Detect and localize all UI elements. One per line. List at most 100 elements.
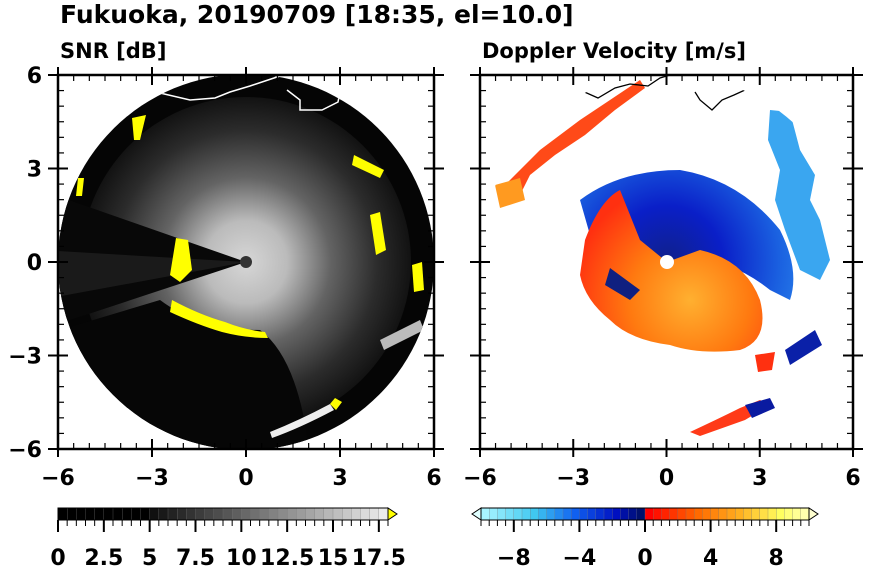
doppler-colorbar-cell xyxy=(620,507,630,521)
doppler-colorbar-cell xyxy=(751,507,761,521)
snr-colorbar-tick-label: 5 xyxy=(142,546,157,570)
snr-colorbar-cell xyxy=(112,507,123,521)
snr-colorbar-cell xyxy=(140,507,151,521)
doppler-colorbar-cell xyxy=(735,507,744,521)
snr-colorbar-cell xyxy=(103,507,114,521)
doppler-colorbar-over-triangle xyxy=(808,507,819,521)
snr-y-tick-label: −6 xyxy=(8,438,42,463)
snr-x-tick-label: 0 xyxy=(238,466,253,491)
doppler-colorbar-cell xyxy=(603,507,613,521)
snr-y-tick-label: 0 xyxy=(27,251,42,276)
snr-saturated-coast-nw xyxy=(132,115,146,140)
snr-colorbar-cell xyxy=(360,507,371,521)
doppler-colorbar-cell xyxy=(800,507,810,521)
doppler-colorbar-cell xyxy=(530,507,539,521)
doppler-colorbar-cell xyxy=(776,507,785,521)
snr-x-tick-label: −6 xyxy=(41,466,75,491)
doppler-axes: −6 −3 0 3 6 xyxy=(463,67,863,491)
figure-title: Fukuoka, 20190709 [18:35, el=10.0] xyxy=(60,0,574,29)
snr-colorbar-cell xyxy=(222,507,233,521)
snr-colorbar-cell xyxy=(287,507,297,521)
doppler-colorbar-cell xyxy=(792,507,802,521)
snr-colorbar-cell xyxy=(378,507,389,521)
snr-colorbar-cell xyxy=(177,507,187,521)
snr-blocked-sector-inner xyxy=(58,250,246,300)
doppler-x-tick-label: −3 xyxy=(556,466,590,491)
doppler-nw-coastal-echo xyxy=(500,80,645,195)
snr-y-tick-label: 6 xyxy=(27,64,42,89)
doppler-colorbar-cell xyxy=(636,507,646,521)
doppler-colorbar-cell xyxy=(497,507,507,521)
doppler-colorbar-cell xyxy=(702,507,712,521)
snr-radar-site-marker xyxy=(240,256,252,268)
doppler-colorbar-cell xyxy=(571,507,580,521)
doppler-ne-lightblue-echo xyxy=(768,110,830,280)
snr-colorbar-cell xyxy=(241,507,251,521)
snr-colorbar-cell xyxy=(342,507,352,521)
doppler-x-tick-label: 0 xyxy=(659,466,674,491)
snr-colorbar-tick-label: 2.5 xyxy=(84,546,123,570)
snr-x-tick-label: −3 xyxy=(135,466,169,491)
doppler-colorbar-tick-label: 0 xyxy=(637,546,652,570)
doppler-colorbar-cell xyxy=(669,507,679,521)
snr-colorbar-cell xyxy=(351,507,361,521)
doppler-nw-orange-echo xyxy=(495,178,525,208)
doppler-image xyxy=(479,74,830,436)
doppler-colorbar-cell xyxy=(685,507,695,521)
snr-colorbar-cell xyxy=(305,507,316,521)
snr-colorbar-cell xyxy=(167,507,178,521)
snr-colorbar-cell xyxy=(195,507,206,521)
doppler-colorbar-cell xyxy=(784,507,794,521)
doppler-colorbar-cell xyxy=(759,507,769,521)
doppler-panel-title: Doppler Velocity [m/s] xyxy=(482,39,746,63)
doppler-colorbar-cell xyxy=(612,507,621,521)
doppler-colorbar-cell xyxy=(710,507,720,521)
doppler-colorbar-cell xyxy=(694,507,703,521)
snr-colorbar-cell xyxy=(268,507,279,521)
snr-axes: −6 −3 0 3 6 −6 −3 0 3 6 xyxy=(8,64,444,491)
doppler-colorbar-cell xyxy=(661,507,671,521)
doppler-x-tick-label: −6 xyxy=(463,466,497,491)
doppler-colorbar-cell xyxy=(546,507,556,521)
doppler-panel: Doppler Velocity [m/s] xyxy=(463,39,863,491)
snr-y-tick-label: 3 xyxy=(27,158,42,183)
snr-panel: SNR [dB] xyxy=(8,39,444,491)
doppler-colorbar-cell xyxy=(505,507,515,521)
doppler-colorbar: −8 −4 0 4 8 xyxy=(471,507,819,570)
snr-colorbar-cell xyxy=(323,507,334,521)
doppler-x-tick-label: 6 xyxy=(845,466,860,491)
doppler-se-red-patch xyxy=(755,352,775,372)
doppler-colorbar-cell xyxy=(562,507,572,521)
snr-colorbar-tick-label: 10 xyxy=(226,546,257,570)
doppler-colorbar-cell xyxy=(489,507,498,521)
doppler-colorbar-tick-label: −4 xyxy=(563,546,597,570)
doppler-colorbar-tick-label: −8 xyxy=(497,546,531,570)
snr-colorbar-cell xyxy=(259,507,270,521)
snr-image xyxy=(58,74,434,450)
snr-saturated-coast-e xyxy=(370,212,386,255)
doppler-colorbar-cell xyxy=(628,507,638,521)
doppler-se-blue-echo xyxy=(785,330,822,365)
snr-saturated-clutter-w xyxy=(170,238,192,282)
snr-colorbar-cell xyxy=(158,507,169,521)
snr-coast-echo-s xyxy=(270,404,334,438)
doppler-colorbar-cell xyxy=(653,507,662,521)
doppler-colorbar-tick-label: 4 xyxy=(703,546,718,570)
snr-colorbar-cell xyxy=(85,507,96,521)
doppler-colorbar-cell xyxy=(480,507,490,521)
doppler-colorbar-cell xyxy=(554,507,564,521)
snr-colorbar-cell xyxy=(277,507,288,521)
doppler-colorbar-tick-label: 8 xyxy=(769,546,784,570)
doppler-colorbar-cell xyxy=(718,507,728,521)
snr-panel-title: SNR [dB] xyxy=(60,39,166,63)
snr-colorbar-cell xyxy=(296,507,306,521)
doppler-colorbar-cell xyxy=(579,507,589,521)
doppler-colorbar-cell xyxy=(644,507,654,521)
doppler-colorbar-cell xyxy=(767,507,777,521)
doppler-colorbar-cell xyxy=(726,507,736,521)
snr-colorbar-cell xyxy=(149,507,160,521)
snr-colorbar-tick-label: 17.5 xyxy=(352,546,406,570)
snr-saturated-coast-w xyxy=(76,178,84,196)
doppler-navy-wedge xyxy=(605,268,640,300)
